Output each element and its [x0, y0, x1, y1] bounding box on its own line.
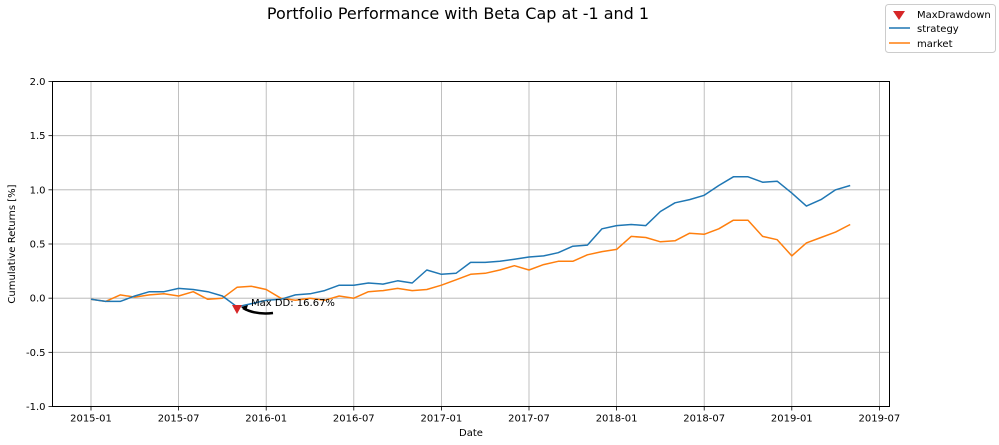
- series-line-market: [90, 219, 851, 303]
- x-axis-label: Date: [459, 428, 483, 439]
- y-tick-label: -1.0: [26, 402, 46, 413]
- x-tick-label: 2015-07: [158, 414, 200, 425]
- y-tick-label: 1.5: [30, 131, 46, 142]
- legend-label-maxdrawdown: MaxDrawdown: [917, 10, 991, 21]
- axis-ticks: 2015-01 2015-07 2016-01 2016-07 2017-01 2017-…: [26, 77, 900, 425]
- x-tick-label: 2016-07: [333, 414, 375, 425]
- annotation-arrow-head: [241, 305, 248, 311]
- y-tick-label: 2.0: [30, 77, 46, 88]
- x-tick-label: 2017-07: [508, 414, 550, 425]
- max-drawdown-label: Max DD: 16.67%: [251, 298, 335, 309]
- y-axis-label: Cumulative Returns [%]: [7, 184, 18, 303]
- x-tick-label: 2018-01: [596, 414, 638, 425]
- y-tick-label: -0.5: [26, 348, 46, 359]
- x-tick-label: 2019-01: [771, 414, 813, 425]
- y-tick-label: 0.0: [30, 294, 46, 305]
- legend-label-strategy: strategy: [917, 24, 959, 35]
- chart-title: Portfolio Performance with Beta Cap at -…: [267, 4, 649, 23]
- y-tick-label: 1.0: [30, 185, 46, 196]
- series-line-strategy: [90, 176, 851, 308]
- y-tick-label: 0.5: [30, 240, 46, 251]
- legend-maxdrawdown-marker: [893, 11, 905, 20]
- max-drawdown-marker: [232, 305, 242, 314]
- x-tick-label: 2018-07: [683, 414, 725, 425]
- legend-box: [885, 4, 996, 53]
- legend: MaxDrawdown strategy market: [885, 4, 996, 53]
- x-tick-label: 2015-01: [70, 414, 112, 425]
- x-tick-label: 2019-07: [859, 414, 901, 425]
- x-tick-label: 2017-01: [421, 414, 463, 425]
- legend-label-market: market: [917, 39, 953, 50]
- series-lines: [90, 176, 851, 308]
- grid-lines: [52, 81, 890, 407]
- drawdown-annotation: Max DD: 16.67%: [232, 298, 335, 315]
- x-tick-label: 2016-01: [245, 414, 287, 425]
